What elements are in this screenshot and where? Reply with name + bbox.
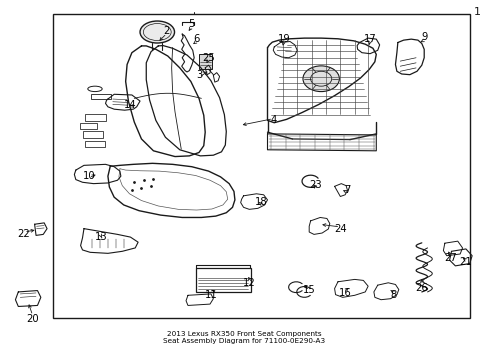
Text: 9: 9	[420, 32, 427, 42]
Text: 8: 8	[389, 290, 395, 300]
Text: 5: 5	[188, 19, 195, 29]
Text: 24: 24	[333, 224, 346, 234]
Bar	[199, 54, 212, 68]
Text: 7: 7	[344, 185, 350, 195]
Text: 14: 14	[124, 100, 137, 110]
Text: 27: 27	[443, 253, 456, 263]
Text: 20: 20	[26, 314, 39, 324]
Ellipse shape	[140, 21, 174, 43]
Text: 2: 2	[163, 26, 170, 36]
Bar	[195, 267, 250, 292]
Text: 22: 22	[18, 229, 30, 239]
Text: 2013 Lexus RX350 Front Seat Components
Seat Assembly Diagram for 71100-0E290-A3: 2013 Lexus RX350 Front Seat Components S…	[163, 331, 325, 344]
Text: 16: 16	[338, 288, 351, 298]
Text: 18: 18	[254, 197, 267, 207]
Text: 6: 6	[193, 34, 200, 44]
Text: 25: 25	[202, 53, 215, 63]
Text: 19: 19	[277, 34, 289, 44]
Text: 1: 1	[472, 7, 479, 17]
Circle shape	[303, 66, 339, 91]
Text: 21: 21	[459, 257, 471, 267]
Bar	[91, 94, 111, 99]
Text: 17: 17	[363, 34, 376, 44]
Text: 4: 4	[269, 115, 276, 125]
Text: 13: 13	[94, 232, 107, 242]
Text: 10: 10	[82, 171, 95, 181]
Text: 3: 3	[196, 70, 202, 80]
Text: 12: 12	[243, 278, 255, 288]
Text: 11: 11	[204, 290, 217, 300]
Bar	[53, 14, 469, 318]
Text: 26: 26	[415, 283, 427, 293]
Text: 23: 23	[308, 180, 321, 190]
Text: 15: 15	[303, 284, 315, 294]
